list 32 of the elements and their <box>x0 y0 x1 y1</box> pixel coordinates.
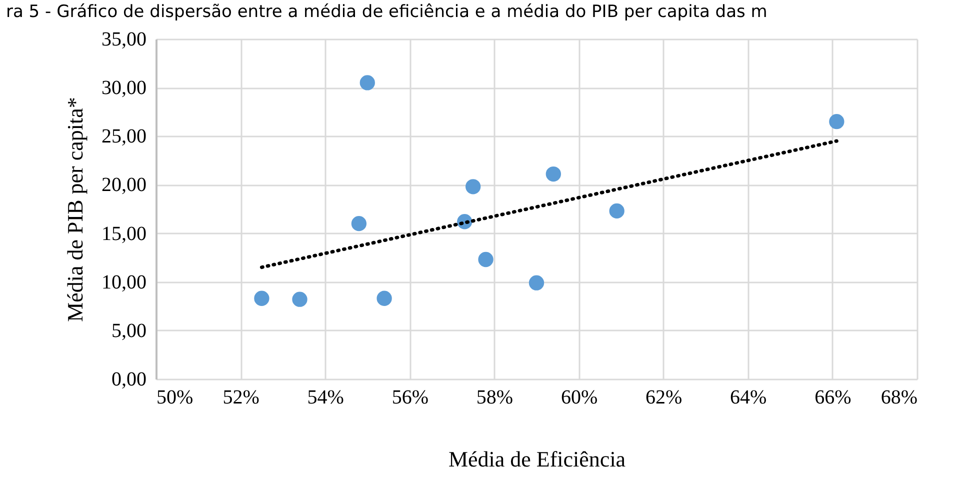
y-tick-label: 10,00 <box>102 271 146 294</box>
point <box>360 75 375 90</box>
y-tick-label: 25,00 <box>102 126 146 148</box>
point <box>351 216 367 232</box>
x-tick-label: 58% <box>476 386 514 408</box>
point <box>466 179 481 194</box>
x-tick-label: 64% <box>730 386 767 408</box>
y-axis-title: Média de PIB per capita* <box>62 97 88 322</box>
y-tick-label: 15,00 <box>102 222 146 245</box>
point <box>546 166 561 182</box>
chart-title: ra 5 - Gráfico de dispersão entre a média de eficiência e a média do PIB per capita das m <box>6 2 768 22</box>
x-tick-label: 62% <box>645 386 682 408</box>
y-tick-label: 30,00 <box>102 77 146 100</box>
x-tick-label: 60% <box>560 386 598 408</box>
y-tick-label: 20,00 <box>102 174 146 196</box>
x-tick-label: 56% <box>392 386 429 408</box>
point <box>528 275 544 290</box>
point <box>376 290 392 306</box>
point <box>609 203 624 219</box>
x-tick-label: 54% <box>307 386 344 408</box>
x-tick-label: 50% <box>156 386 194 408</box>
y-tick-label: 5,00 <box>112 320 146 342</box>
point <box>478 252 494 268</box>
y-tick-label: 0,00 <box>112 368 146 390</box>
point <box>254 290 270 306</box>
x-tick-label: 66% <box>814 386 852 408</box>
point <box>829 114 844 130</box>
x-axis-title: Média de Eficiência <box>448 446 626 472</box>
x-tick-label: 68% <box>880 386 918 408</box>
x-tick-label: 52% <box>222 386 260 408</box>
y-tick-label: 35,00 <box>102 28 146 50</box>
point <box>292 292 308 307</box>
